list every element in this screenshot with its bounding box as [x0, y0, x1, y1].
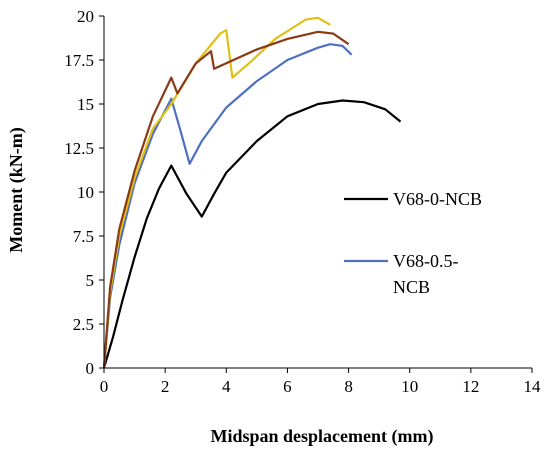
- series-line-2: [102, 43, 353, 369]
- x-tick-label: 2: [161, 377, 170, 396]
- legend: V68-0-NCB V68-0.5- NCB: [344, 189, 482, 297]
- series-line-3: [102, 16, 331, 369]
- legend-label: V68-0.5-: [393, 251, 459, 271]
- y-axis-title: Moment (kN-m): [6, 127, 27, 252]
- y-tick-label: 10: [77, 183, 94, 202]
- x-tick-label: 10: [401, 377, 418, 396]
- y-tick-label: 7.5: [73, 227, 94, 246]
- y-tick-label: 5: [86, 271, 95, 290]
- series-layer: [102, 16, 402, 369]
- series-line-1: [102, 99, 402, 369]
- y-tick-label: 17.5: [64, 51, 94, 70]
- x-ticks: 0 2 4 6 8 10 12 14: [100, 368, 541, 396]
- y-tick-label: 0: [86, 359, 95, 378]
- x-axis-title: Midspan desplacement (mm): [211, 426, 434, 447]
- x-tick-label: 6: [283, 377, 292, 396]
- x-tick-label: 14: [524, 377, 542, 396]
- legend-label: V68-0-NCB: [393, 189, 482, 209]
- y-tick-label: 15: [77, 95, 94, 114]
- x-tick-label: 4: [222, 377, 231, 396]
- y-tick-label: 12.5: [64, 139, 94, 158]
- x-tick-label: 12: [462, 377, 479, 396]
- y-tick-label: 2.5: [73, 315, 94, 334]
- legend-label: NCB: [393, 277, 430, 297]
- y-ticks: 0 2.5 5 7.5 10 12.5 15 17.5 20: [64, 7, 104, 378]
- y-tick-label: 20: [77, 7, 94, 26]
- series-line-4: [102, 30, 350, 369]
- x-tick-label: 0: [100, 377, 109, 396]
- x-tick-label: 8: [344, 377, 353, 396]
